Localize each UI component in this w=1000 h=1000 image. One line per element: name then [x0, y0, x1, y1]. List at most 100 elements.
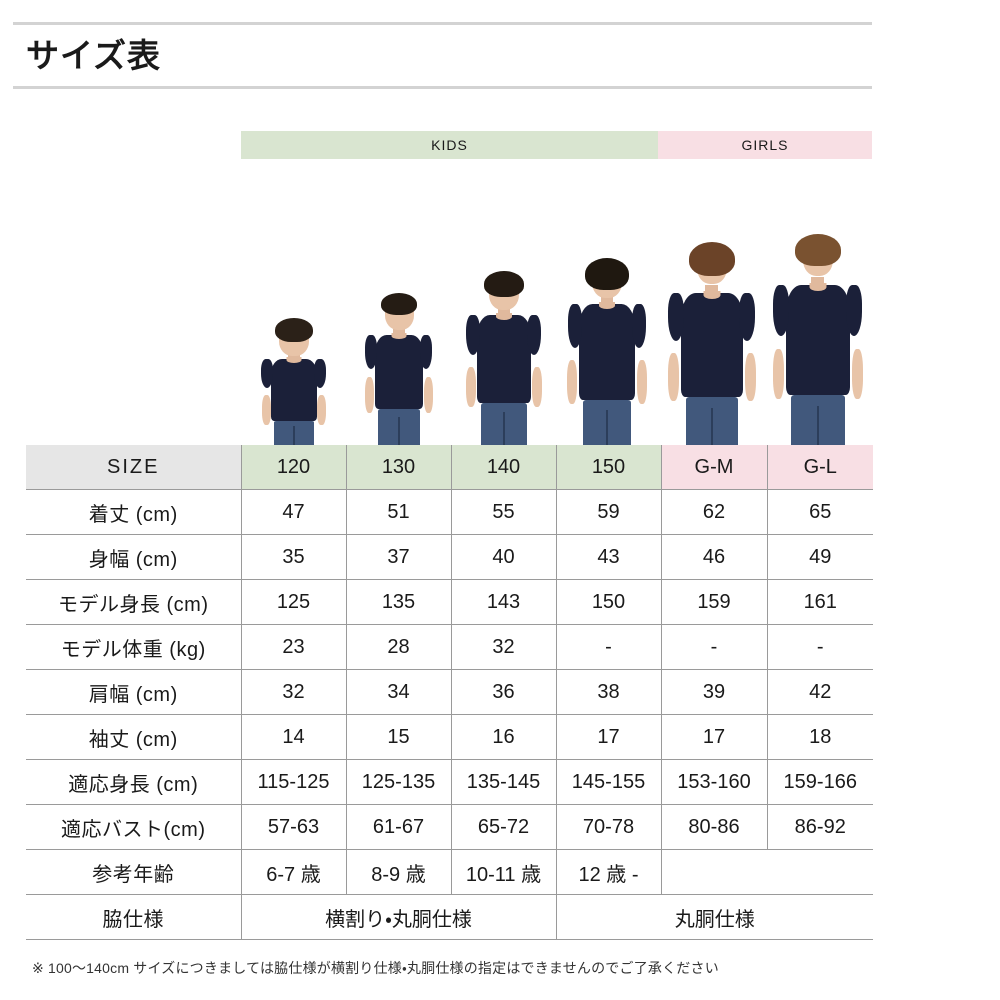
footnote-text: ※ 100〜140cm サイズにつきましては脇仕様が横割り仕様・丸胴仕様の指定は… — [32, 960, 719, 976]
collar-icon — [495, 313, 512, 320]
cell-value: 32 — [451, 624, 557, 670]
row-label: 適応バスト(cm) — [26, 804, 242, 850]
cell-value: 16 — [451, 714, 557, 760]
hair-icon — [483, 271, 524, 297]
cell-value: 125-135 — [346, 759, 452, 805]
cell-value: 35 — [241, 534, 347, 580]
model-figure-gl — [765, 234, 870, 445]
cell-value: 34 — [346, 669, 452, 715]
header-col-gm: G-M — [661, 445, 768, 490]
cell-value: 135 — [346, 579, 452, 625]
cell-value: 6-7 歳 — [241, 849, 347, 895]
jeans-icon — [790, 395, 845, 445]
row-label: 身幅 (cm) — [26, 534, 242, 580]
cell-value: 65 — [767, 489, 873, 535]
cell-value: 70-78 — [556, 804, 662, 850]
tshirt-navy — [465, 313, 542, 403]
model-figure-130 — [346, 293, 451, 445]
neck-icon — [392, 328, 405, 335]
cell-value: 32 — [241, 669, 347, 715]
cell-value: 14 — [241, 714, 347, 760]
cell-value: - — [556, 624, 662, 670]
cell-value: 46 — [661, 534, 768, 580]
cell-value: 161 — [767, 579, 873, 625]
cell-value: 159-166 — [767, 759, 873, 805]
arm-left-icon — [772, 349, 784, 399]
arm-left-icon — [667, 353, 679, 401]
cell-value: 86-92 — [767, 804, 873, 850]
table-row-spec: 脇仕様 横割り・丸胴仕様 丸胴仕様 — [26, 894, 873, 940]
cell-value: 39 — [661, 669, 768, 715]
cell-value: 37 — [346, 534, 452, 580]
table-row: 着丈 (cm) 47 51 55 59 62 65 — [26, 489, 873, 535]
cell-value: 28 — [346, 624, 452, 670]
jeans-icon — [583, 400, 631, 445]
cell-value: 150 — [556, 579, 662, 625]
spec-left-value: 横割り・丸胴仕様 — [241, 894, 557, 940]
jeans-icon — [685, 397, 738, 445]
category-band-girls: GIRLS — [658, 131, 872, 159]
neck-icon — [601, 297, 613, 304]
arm-right-icon — [851, 349, 863, 399]
arm-right-icon — [637, 360, 647, 404]
cell-value: 159 — [661, 579, 768, 625]
table-row: 適応身長 (cm) 115-125 125-135 135-145 145-15… — [26, 759, 873, 805]
tshirt-navy — [567, 302, 647, 400]
jeans-icon — [480, 403, 527, 445]
hair-icon — [688, 242, 735, 276]
cell-value: 15 — [346, 714, 452, 760]
cell-value: - — [767, 624, 873, 670]
tshirt-navy — [364, 333, 433, 409]
cell-value: 80-86 — [661, 804, 768, 850]
category-band-kids: KIDS — [241, 131, 658, 159]
header-col-130: 130 — [346, 445, 452, 490]
cell-value: 36 — [451, 669, 557, 715]
header-col-140: 140 — [451, 445, 557, 490]
neck-icon — [811, 277, 824, 285]
tshirt-navy — [772, 283, 863, 395]
cell-value: 49 — [767, 534, 873, 580]
neck-icon — [287, 353, 300, 359]
spec-right-value: 丸胴仕様 — [556, 894, 873, 940]
jeans-icon — [377, 409, 420, 445]
table-row: 適応バスト(cm) 57-63 61-67 65-72 70-78 80-86 … — [26, 804, 873, 850]
table-row: モデル身長 (cm) 125 135 143 150 159 161 — [26, 579, 873, 625]
page-title: サイズ表 — [26, 37, 162, 74]
title-block: サイズ表 — [13, 22, 872, 89]
size-table: SIZE 120 130 140 150 G-M G-L 着丈 (cm) 47 … — [26, 445, 873, 940]
row-label: モデル身長 (cm) — [26, 579, 242, 625]
model-figure-120 — [241, 318, 346, 445]
cell-value: - — [661, 624, 768, 670]
arm-left-icon — [465, 367, 476, 407]
cell-value: 17 — [556, 714, 662, 760]
header-size-label: SIZE — [26, 445, 242, 490]
title-rule-bottom — [13, 86, 872, 89]
table-row: 肩幅 (cm) 32 34 36 38 39 42 — [26, 669, 873, 715]
tshirt-navy — [261, 357, 326, 421]
cell-value: 62 — [661, 489, 768, 535]
cell-value: 55 — [451, 489, 557, 535]
arm-right-icon — [744, 353, 756, 401]
header-col-gl: G-L — [767, 445, 873, 490]
cell-value: 8-9 歳 — [346, 849, 452, 895]
title-rule-top — [13, 22, 872, 25]
cell-value: 47 — [241, 489, 347, 535]
table-row: 袖丈 (cm) 14 15 16 17 17 18 — [26, 714, 873, 760]
cell-value: 145-155 — [556, 759, 662, 805]
cell-value: 12 歳 - — [556, 849, 662, 895]
table-row: 参考年齢 6-7 歳 8-9 歳 10-11 歳 12 歳 - — [26, 849, 873, 895]
arm-right-icon — [423, 377, 433, 413]
neck-icon — [497, 308, 510, 315]
row-label: 脇仕様 — [26, 894, 242, 940]
row-label: 参考年齢 — [26, 849, 242, 895]
cell-value-empty — [661, 849, 873, 895]
cell-value: 51 — [346, 489, 452, 535]
row-label: 肩幅 (cm) — [26, 669, 242, 715]
cell-value: 40 — [451, 534, 557, 580]
table-header-row: SIZE 120 130 140 150 G-M G-L — [26, 445, 873, 490]
row-label: モデル体重 (kg) — [26, 624, 242, 670]
row-label: 適応身長 (cm) — [26, 759, 242, 805]
row-label: 袖丈 (cm) — [26, 714, 242, 760]
cell-value: 115-125 — [241, 759, 347, 805]
model-figure-140 — [451, 271, 556, 445]
